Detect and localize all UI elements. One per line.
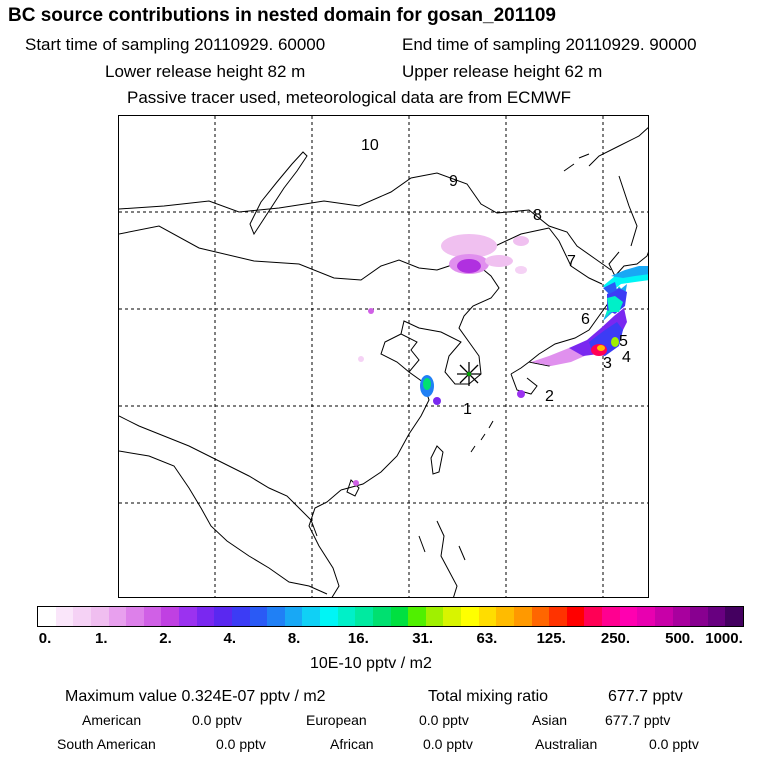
plot-title: BC source contributions in nested domain…	[8, 5, 556, 26]
maximum-value-label: Maximum value 0.324E-07 pptv / m2	[65, 688, 326, 705]
region-label-5: 5	[619, 333, 628, 350]
colorbar-swatch	[337, 607, 356, 626]
colorbar-swatch	[725, 607, 743, 626]
region-label-6: 6	[581, 311, 590, 328]
total-mixing-ratio-label: Total mixing ratio	[428, 688, 549, 705]
colorbar-swatch	[231, 607, 250, 626]
colorbar-swatch	[443, 607, 461, 626]
colorbar-tick-label: 8.	[287, 630, 301, 647]
colorbar-unit-label: 10E-10 pptv / m2	[310, 655, 432, 672]
receptor-center	[467, 372, 471, 376]
colorbar-swatch	[513, 607, 532, 626]
colorbar-swatch	[690, 607, 708, 626]
colorbar-tick-label: 16.	[347, 630, 369, 647]
colorbar-swatch	[302, 607, 320, 626]
colorbar-swatch	[637, 607, 655, 626]
colorbar-tick-label: 1000.	[705, 630, 743, 647]
colorbar-swatch	[478, 607, 497, 626]
colorbar-swatch	[320, 607, 338, 626]
colorbar-tick-label: 4.	[223, 630, 237, 647]
colorbar-swatch	[126, 607, 144, 626]
end-time-label: End time of sampling 20110929. 90000	[402, 35, 697, 54]
colorbar-swatch	[672, 607, 691, 626]
upper-release-height-label: Upper release height 62 m	[402, 62, 603, 81]
australian-value: 0.0 pptv	[649, 736, 699, 752]
african-label: African	[330, 736, 374, 752]
colorbar-swatch	[602, 607, 620, 626]
colorbar-swatch	[355, 607, 373, 626]
colorbar-swatch	[108, 607, 127, 626]
region-label-4: 4	[622, 349, 631, 366]
source-contribution-map: 1 2 3 4 5 6 7 8 9 10	[118, 115, 649, 598]
map-grid	[119, 116, 648, 597]
colorbar-swatch	[654, 607, 673, 626]
colorbar-swatch	[390, 607, 409, 626]
colorbar-tick-label: 1.	[95, 630, 108, 647]
region-label-8: 8	[533, 207, 542, 224]
colorbar-swatch	[143, 607, 162, 626]
colorbar-tick-label: 500.	[665, 630, 695, 647]
colorbar-swatch	[408, 607, 426, 626]
colorbar-swatch	[461, 607, 479, 626]
colorbar-swatch	[38, 607, 56, 626]
colorbar-swatch	[425, 607, 444, 626]
colorbar-tick-label: 2.	[159, 630, 172, 647]
south-american-label: South American	[57, 736, 156, 752]
colorbar-tick-label: 31.	[412, 630, 434, 647]
african-value: 0.0 pptv	[423, 736, 473, 752]
australian-label: Australian	[535, 736, 598, 752]
region-label-3: 3	[603, 355, 612, 372]
region-label-7: 7	[567, 253, 576, 270]
american-label: American	[82, 712, 142, 728]
total-mixing-ratio-value: 677.7 pptv	[608, 688, 683, 705]
asian-value: 677.7 pptv	[605, 712, 671, 728]
colorbar-swatch	[214, 607, 232, 626]
colorbar-swatch	[179, 607, 197, 626]
concentration-plume	[353, 234, 648, 486]
colorbar-swatch	[566, 607, 585, 626]
lower-release-height-label: Lower release height 82 m	[105, 62, 306, 81]
tracer-note: Passive tracer used, meteorological data…	[127, 88, 572, 107]
region-label-10: 10	[361, 137, 379, 154]
region-label-9: 9	[449, 173, 458, 190]
european-label: European	[306, 712, 367, 728]
colorbar-swatch	[249, 607, 268, 626]
colorbar-tick-label: 0.	[38, 630, 52, 647]
colorbar-swatch	[584, 607, 602, 626]
region-label-1: 1	[463, 401, 472, 418]
coastlines	[119, 127, 648, 597]
colorbar-tick-label: 63.	[476, 630, 498, 647]
colorbar-tick-label: 125.	[536, 630, 566, 647]
colorbar-swatch	[372, 607, 391, 626]
colorbar-swatch	[531, 607, 550, 626]
colorbar-swatch	[619, 607, 638, 626]
colorbar-tick-label: 250.	[600, 630, 631, 647]
colorbar-swatch	[55, 607, 74, 626]
colorbar-swatch	[90, 607, 109, 626]
region-label-2: 2	[545, 388, 554, 405]
colorbar-swatch	[707, 607, 726, 626]
asian-label: Asian	[532, 712, 568, 728]
colorbar-swatch	[196, 607, 215, 626]
colorbar-swatch	[549, 607, 567, 626]
colorbar-swatch	[496, 607, 514, 626]
colorbar-swatch	[161, 607, 179, 626]
map-canvas: 1 2 3 4 5 6 7 8 9 10	[119, 116, 648, 597]
south-american-value: 0.0 pptv	[216, 736, 266, 752]
colorbar-swatch	[73, 607, 91, 626]
colorbar-swatch	[267, 607, 285, 626]
american-value: 0.0 pptv	[192, 712, 242, 728]
colorbar	[37, 606, 744, 627]
colorbar-swatch	[284, 607, 303, 626]
european-value: 0.0 pptv	[419, 712, 469, 728]
start-time-label: Start time of sampling 20110929. 60000	[25, 35, 326, 54]
